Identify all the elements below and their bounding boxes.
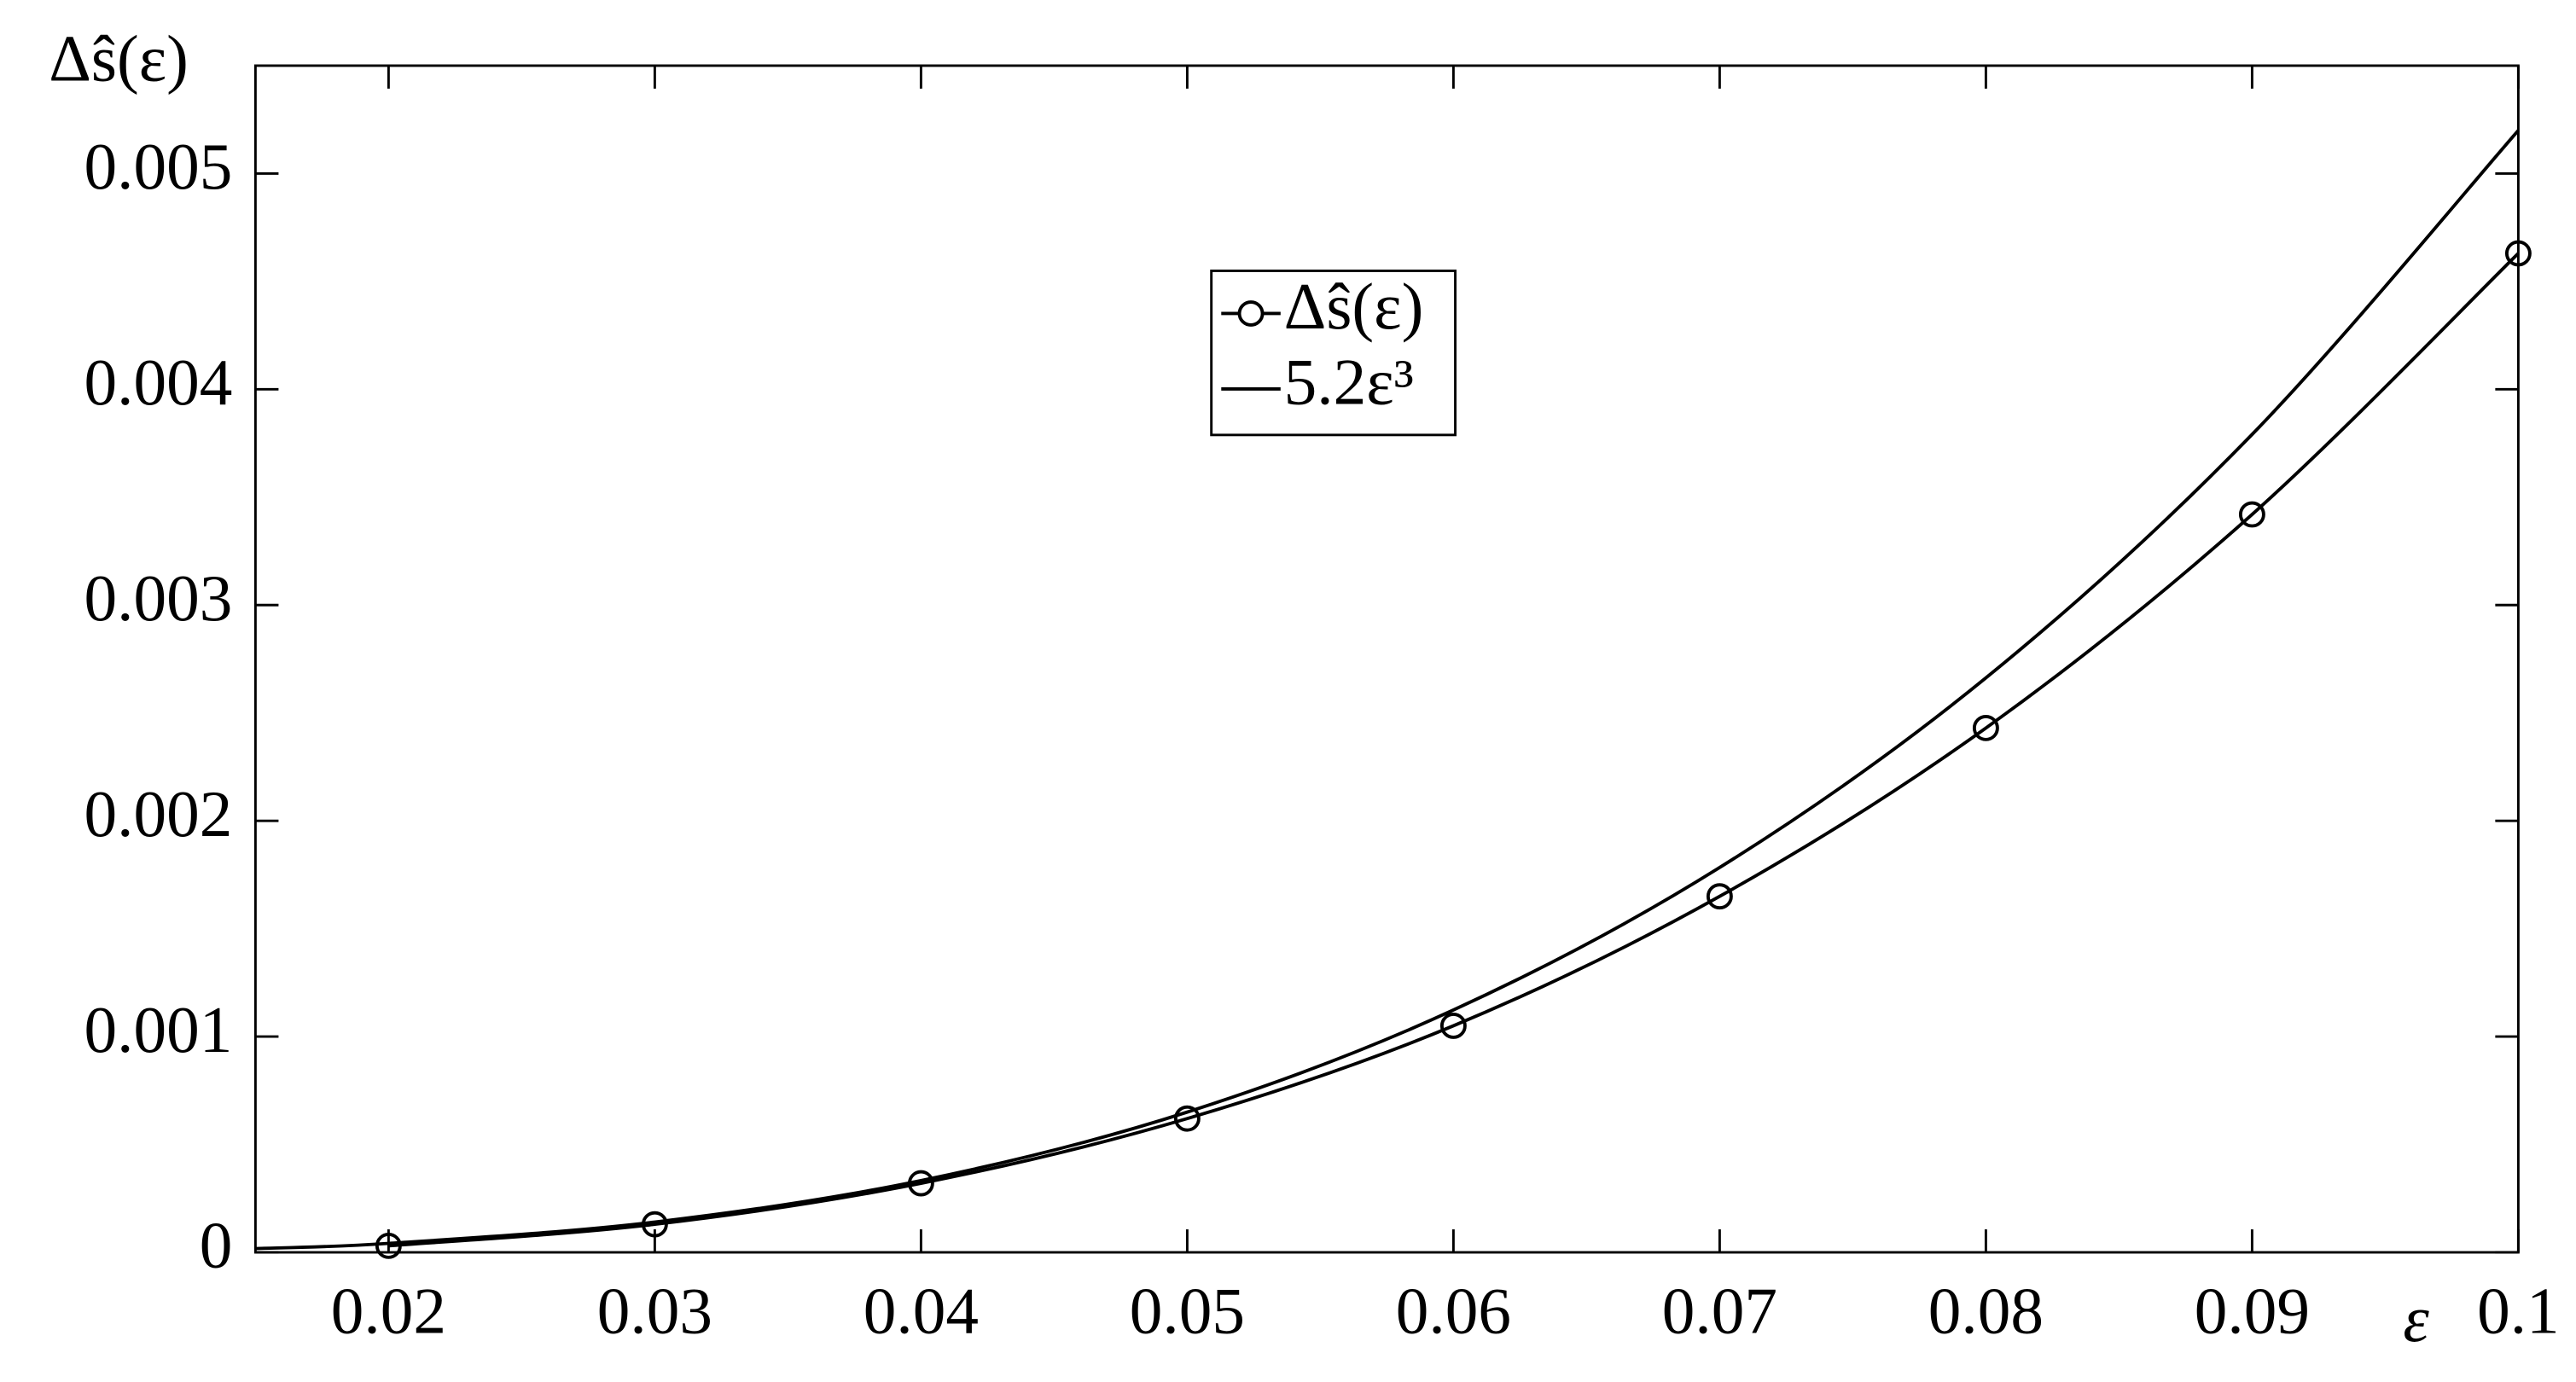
legend-marker (1237, 300, 1265, 327)
x-tick-label: 0.05 (1130, 1275, 1245, 1348)
y-tick-label: 0.004 (84, 346, 233, 419)
y-tick-label: 0.005 (84, 130, 233, 203)
series-line (255, 129, 2520, 1251)
x-tick-label: 0.1 (2477, 1275, 2560, 1348)
y-tick-label: 0 (200, 1209, 233, 1282)
data-point (1706, 883, 1733, 910)
legend-label: Δŝ(ε) (1284, 270, 1424, 343)
x-tick-label: 0.04 (864, 1275, 979, 1348)
plot-frame (253, 64, 2520, 1254)
y-tick-label: 0.003 (84, 561, 233, 635)
x-tick-label: 0.06 (1396, 1275, 1511, 1348)
y-tick-label: 0.001 (84, 993, 233, 1066)
data-point (1972, 715, 1999, 741)
x-tick-label: 0.09 (2195, 1275, 2310, 1348)
data-point (2238, 501, 2265, 528)
data-point (1173, 1105, 1201, 1132)
x-tick-label: 0.07 (1662, 1275, 1777, 1348)
legend-label: 5.2ε³ (1284, 346, 1414, 419)
data-point (2504, 240, 2532, 267)
x-tick-label: 0.02 (331, 1275, 446, 1348)
x-tick-label: 0.03 (597, 1275, 712, 1348)
series-line (388, 252, 2520, 1248)
data-point (375, 1233, 402, 1259)
y-tick-label: 0.002 (84, 777, 233, 851)
x-axis-label: ε (2403, 1282, 2429, 1356)
x-tick-label: 0.08 (1928, 1275, 2044, 1348)
legend-box (1210, 270, 1457, 437)
y-axis-label: Δŝ(ε) (49, 22, 189, 96)
data-point (1439, 1013, 1467, 1039)
